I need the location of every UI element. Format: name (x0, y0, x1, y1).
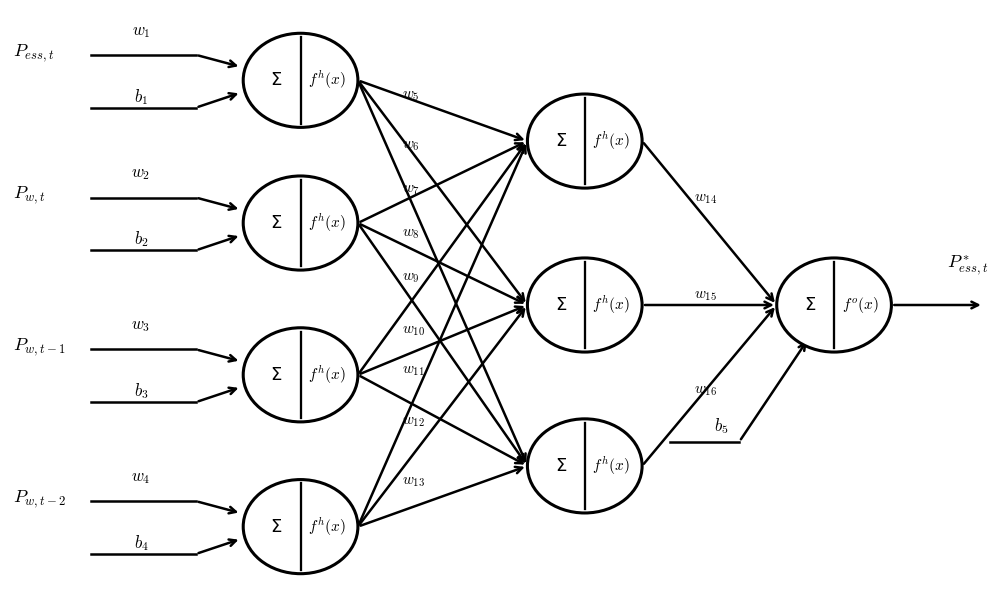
Text: $w_9$: $w_9$ (402, 270, 420, 285)
Text: $b_2$: $b_2$ (134, 229, 148, 249)
Text: $f^h(x)$: $f^h(x)$ (592, 130, 629, 152)
Text: $P_{w,t}$: $P_{w,t}$ (13, 185, 46, 206)
Ellipse shape (243, 479, 358, 573)
Text: $\Sigma$: $\Sigma$ (804, 296, 816, 314)
Text: $w_{12}$: $w_{12}$ (402, 414, 425, 429)
Text: $w_{13}$: $w_{13}$ (402, 473, 425, 489)
Text: $w_3$: $w_3$ (131, 316, 151, 334)
Ellipse shape (243, 176, 358, 270)
Text: $w_{11}$: $w_{11}$ (402, 363, 425, 378)
Text: $\Sigma$: $\Sigma$ (270, 214, 283, 232)
Text: $w_8$: $w_8$ (402, 226, 420, 241)
Text: $\Sigma$: $\Sigma$ (555, 132, 567, 150)
Text: $f^h(x)$: $f^h(x)$ (592, 294, 629, 316)
Text: $P_{w,t-1}$: $P_{w,t-1}$ (13, 337, 66, 358)
Text: $P^*_{ess,t}$: $P^*_{ess,t}$ (947, 253, 989, 278)
Text: $f^o(x)$: $f^o(x)$ (842, 295, 878, 315)
Text: $P_{w,t-2}$: $P_{w,t-2}$ (13, 489, 66, 510)
Text: $w_1$: $w_1$ (132, 21, 150, 40)
Text: $w_4$: $w_4$ (131, 468, 151, 486)
Text: $b_5$: $b_5$ (714, 417, 729, 436)
Ellipse shape (527, 94, 642, 188)
Text: $f^h(x)$: $f^h(x)$ (308, 515, 345, 538)
Text: $b_3$: $b_3$ (134, 381, 148, 401)
Text: $f^h(x)$: $f^h(x)$ (308, 364, 345, 386)
Ellipse shape (243, 328, 358, 422)
Text: $b_1$: $b_1$ (134, 87, 148, 107)
Text: $w_2$: $w_2$ (131, 164, 151, 182)
Ellipse shape (527, 419, 642, 513)
Text: $w_{14}$: $w_{14}$ (694, 192, 718, 206)
Ellipse shape (243, 34, 358, 127)
Ellipse shape (777, 258, 891, 352)
Text: $b_4$: $b_4$ (134, 533, 148, 553)
Text: $w_5$: $w_5$ (402, 88, 420, 103)
Text: $P_{ess,t}$: $P_{ess,t}$ (13, 42, 55, 64)
Text: $\Sigma$: $\Sigma$ (270, 366, 283, 384)
Text: $f^h(x)$: $f^h(x)$ (308, 212, 345, 234)
Text: $f^h(x)$: $f^h(x)$ (592, 455, 629, 477)
Text: $\Sigma$: $\Sigma$ (270, 518, 283, 536)
Text: $w_7$: $w_7$ (402, 182, 420, 197)
Text: $w_{16}$: $w_{16}$ (694, 382, 718, 398)
Text: $\Sigma$: $\Sigma$ (555, 296, 567, 314)
Text: $w_6$: $w_6$ (402, 138, 420, 153)
Text: $\Sigma$: $\Sigma$ (555, 457, 567, 475)
Text: $f^h(x)$: $f^h(x)$ (308, 69, 345, 92)
Text: $w_{10}$: $w_{10}$ (402, 323, 425, 338)
Text: $\Sigma$: $\Sigma$ (270, 71, 283, 89)
Ellipse shape (527, 258, 642, 352)
Text: $w_{15}$: $w_{15}$ (694, 289, 717, 303)
